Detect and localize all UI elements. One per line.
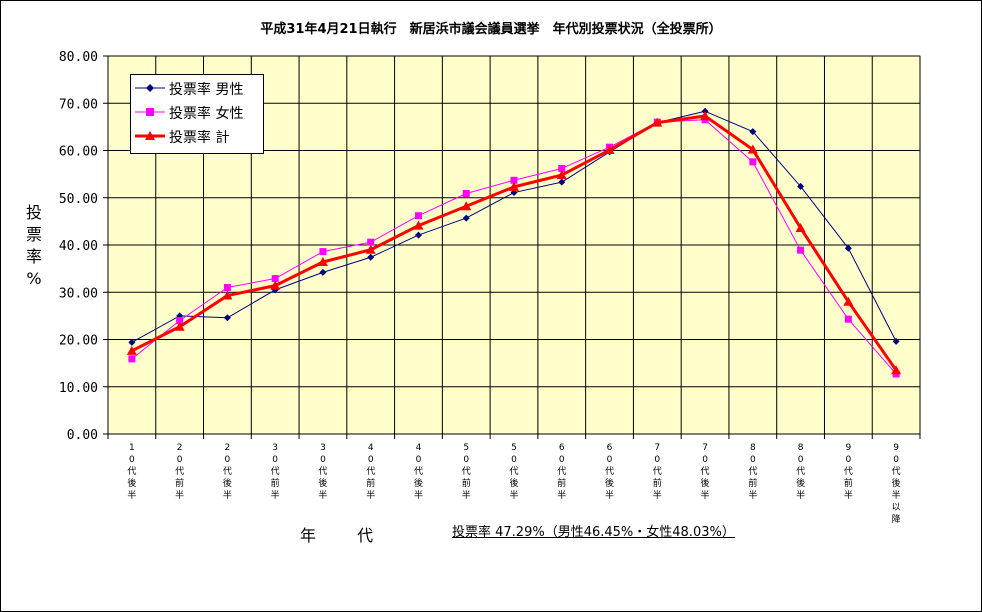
data-point-total [652, 117, 663, 127]
y-tick-label: 0.00 [67, 428, 98, 443]
x-tick-label: 4 0 代後半 [414, 443, 423, 501]
y-axis-label-char: 票 [25, 225, 42, 244]
data-point-female [844, 315, 852, 323]
legend-marker-total [135, 131, 165, 140]
data-point-female [367, 238, 375, 246]
data-point-male [367, 253, 375, 261]
data-point-male [223, 314, 231, 322]
x-tick-label: 1 0 代後半 [127, 443, 136, 501]
data-point-male [892, 337, 900, 345]
data-point-total [509, 181, 519, 191]
legend-item-total: 投票率 計 [131, 125, 263, 147]
legend-label-total: 投票率 計 [169, 130, 230, 146]
y-tick-label: 30.00 [59, 286, 98, 301]
data-point-female [510, 176, 518, 184]
y-axis-label-char: 率 [25, 247, 42, 266]
data-point-total [461, 201, 472, 211]
x-tick-label: 7 0 代前半 [653, 443, 662, 501]
data-point-total [126, 345, 137, 355]
y-tick-label: 40.00 [59, 239, 98, 254]
y-tick-label: 70.00 [59, 97, 98, 112]
legend-item-male: 投票率 男性 [131, 77, 263, 99]
y-tick-label: 80.00 [59, 50, 98, 65]
x-tick-label: 6 0 代前半 [557, 443, 566, 501]
data-point-female [797, 246, 805, 254]
data-point-male [558, 178, 566, 186]
legend-label-male: 投票率 男性 [169, 82, 244, 98]
data-point-female [749, 158, 757, 166]
data-point-total [317, 257, 328, 267]
data-point-female [319, 248, 327, 256]
x-tick-label: 3 0 代前半 [271, 443, 280, 501]
data-point-total [222, 290, 233, 300]
data-point-female [414, 212, 422, 220]
y-axis-label-char: % [26, 269, 42, 288]
y-tick-label: 10.00 [59, 381, 98, 396]
x-tick-label: 5 0 代後半 [509, 443, 518, 501]
data-point-total [700, 111, 711, 121]
y-axis-label: 投 票 率 % [24, 202, 44, 290]
x-tick-label: 8 0 代前半 [748, 443, 757, 501]
legend-item-female: 投票率 女性 [131, 101, 263, 123]
data-point-total [604, 145, 615, 155]
turnout-summary-note: 投票率 47.29%（男性46.45%・女性48.03%） [452, 525, 735, 540]
data-point-total [843, 296, 854, 306]
y-tick-label: 50.00 [59, 192, 98, 207]
data-point-total [556, 170, 567, 180]
y-axis-label-char: 投 [25, 203, 42, 222]
data-point-female [176, 317, 184, 325]
x-tick-label: 6 0 代後半 [605, 443, 614, 501]
legend-marker-female [135, 108, 165, 116]
data-point-female [223, 284, 231, 292]
data-point-male [797, 182, 805, 190]
x-tick-label: 9 0 代後半以降 [892, 443, 901, 525]
x-tick-label: 7 0 代後半 [701, 443, 710, 501]
data-point-female [128, 355, 136, 363]
data-point-total [174, 321, 185, 331]
y-tick-label: 60.00 [59, 145, 98, 160]
x-tick-label: 2 0 代前半 [175, 443, 184, 501]
data-point-total [413, 220, 424, 230]
x-tick-label: 8 0 代後半 [796, 443, 805, 501]
data-point-male [414, 231, 422, 239]
data-point-male [844, 244, 852, 252]
x-tick-label: 5 0 代前半 [462, 443, 471, 501]
data-point-total [891, 365, 902, 375]
data-point-male [462, 214, 470, 222]
data-point-male [749, 128, 757, 136]
data-point-male [128, 338, 136, 346]
data-point-total [795, 222, 806, 232]
chart-title: 平成31年4月21日執行 新居浜市議会議員選挙 年代別投票状況（全投票所） [260, 22, 722, 37]
data-point-male [319, 268, 327, 276]
data-point-total [270, 280, 281, 290]
x-tick-label: 4 0 代前半 [366, 443, 375, 501]
data-point-total [747, 144, 758, 154]
legend-marker-male [135, 84, 165, 92]
x-axis-label: 年 代 [300, 526, 392, 545]
data-point-female [558, 164, 566, 172]
chart-legend: 投票率 男性 投票率 女性 投票率 計 [130, 74, 264, 154]
data-point-female [462, 189, 470, 197]
data-point-total [365, 244, 376, 254]
y-tick-label: 20.00 [59, 334, 98, 349]
legend-label-female: 投票率 女性 [169, 106, 244, 122]
data-point-female [271, 275, 279, 283]
x-tick-label: 2 0 代後半 [223, 443, 232, 501]
x-tick-label: 3 0 代後半 [318, 443, 327, 501]
x-tick-label: 9 0 代前半 [844, 443, 853, 501]
